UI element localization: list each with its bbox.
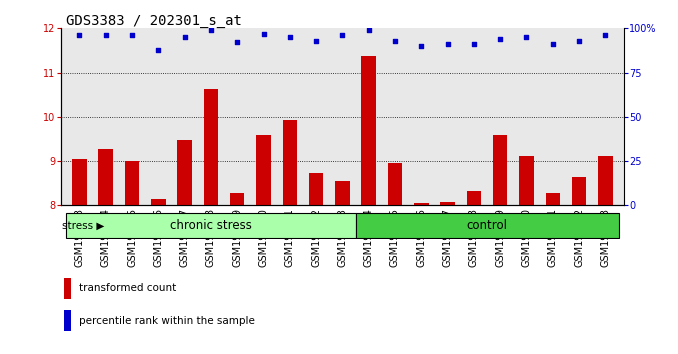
- Bar: [466, 191, 481, 205]
- Bar: [546, 193, 560, 205]
- Text: chronic stress: chronic stress: [170, 219, 252, 232]
- Point: [153, 47, 164, 52]
- Point: [468, 41, 479, 47]
- Point: [179, 34, 190, 40]
- Bar: [72, 159, 87, 205]
- Bar: [283, 120, 297, 205]
- Point: [442, 41, 453, 47]
- Bar: [98, 149, 113, 205]
- Bar: [440, 202, 455, 205]
- Bar: [256, 136, 271, 205]
- Bar: [230, 193, 245, 205]
- Bar: [125, 161, 139, 205]
- Text: stress ▶: stress ▶: [62, 221, 104, 231]
- Bar: [572, 177, 586, 205]
- Point: [574, 38, 584, 44]
- Point: [127, 33, 138, 38]
- Point: [311, 38, 321, 44]
- FancyBboxPatch shape: [66, 213, 355, 239]
- Bar: [178, 140, 192, 205]
- Point: [258, 31, 269, 36]
- Bar: [519, 156, 534, 205]
- Point: [390, 38, 401, 44]
- Point: [100, 33, 111, 38]
- Bar: [414, 203, 428, 205]
- Bar: [493, 136, 507, 205]
- Point: [363, 27, 374, 33]
- Bar: [388, 163, 402, 205]
- Point: [416, 43, 426, 49]
- Point: [205, 27, 216, 33]
- Bar: [203, 90, 218, 205]
- Bar: [335, 181, 350, 205]
- FancyBboxPatch shape: [355, 213, 618, 239]
- Point: [232, 40, 243, 45]
- Bar: [309, 173, 323, 205]
- Bar: [64, 278, 71, 299]
- Text: transformed count: transformed count: [79, 283, 176, 293]
- Point: [74, 33, 85, 38]
- Bar: [64, 310, 71, 331]
- Bar: [361, 56, 376, 205]
- Point: [495, 36, 506, 42]
- Point: [547, 41, 558, 47]
- Point: [337, 33, 348, 38]
- Text: percentile rank within the sample: percentile rank within the sample: [79, 316, 255, 326]
- Point: [600, 33, 611, 38]
- Text: GDS3383 / 202301_s_at: GDS3383 / 202301_s_at: [66, 14, 242, 28]
- Point: [521, 34, 532, 40]
- Point: [284, 34, 295, 40]
- Bar: [151, 199, 165, 205]
- Bar: [598, 156, 613, 205]
- Text: control: control: [466, 219, 508, 232]
